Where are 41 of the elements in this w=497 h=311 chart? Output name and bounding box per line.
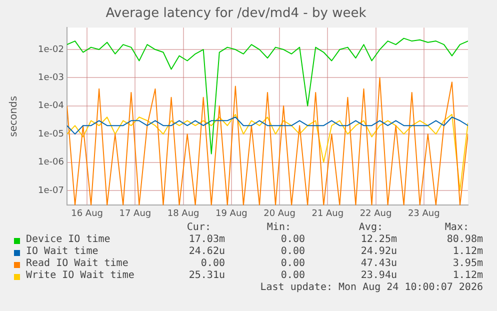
text: 1.12m (452, 270, 483, 282)
text: 3.95m (452, 258, 483, 270)
text: 12.25m (360, 234, 397, 246)
text: 0.00 (280, 234, 305, 246)
y-tick-label: 1e-04 (38, 101, 64, 112)
text: 1.12m (452, 246, 483, 258)
text: 25.31u (188, 270, 225, 282)
y-tick-label: 1e-03 (38, 73, 64, 84)
legend-label: Device IO time (26, 234, 110, 246)
y-tick-label: 1e-02 (38, 44, 64, 55)
x-tick-label: 18 Aug (167, 208, 200, 219)
text: 17.03m (188, 234, 225, 246)
x-tick-label: 22 Aug (360, 208, 392, 219)
chart-title: Average latency for /dev/md4 - by week (106, 6, 367, 22)
text: 24.92u (360, 246, 397, 258)
text: 0.00 (200, 258, 225, 270)
text: 0.00 (280, 270, 305, 282)
text: 24.62u (188, 246, 225, 258)
text: Cur: (186, 222, 211, 234)
legend-label: Write IO Wait time (26, 270, 134, 282)
y-tick-label: 1e-06 (38, 158, 64, 168)
text: 0.00 (280, 258, 305, 270)
x-tick-label: 20 Aug (264, 208, 296, 219)
legend-label: Read IO Wait time (26, 258, 128, 270)
text: 23.94u (360, 270, 397, 282)
text: Min: (266, 222, 291, 234)
x-tick-label: 16 Aug (71, 208, 103, 219)
x-tick-label: 21 Aug (312, 208, 344, 219)
x-tick-label: 17 Aug (119, 208, 152, 219)
y-tick-label: 1e-07 (38, 186, 64, 196)
text: 80.98m (446, 234, 483, 246)
x-tick-label: 23 Aug (408, 208, 440, 219)
text: Max: (444, 222, 469, 234)
legend-label: IO Wait time (26, 246, 98, 258)
y-axis-title: seconds (8, 96, 20, 137)
text: 47.43u (360, 258, 397, 270)
text: Last update: Mon Aug 24 10:00:07 2026 (260, 282, 483, 294)
x-tick-label: 19 Aug (215, 208, 248, 219)
text: Avg: (358, 222, 383, 234)
y-tick-label: 1e-05 (38, 129, 64, 140)
text: 0.00 (280, 246, 305, 258)
